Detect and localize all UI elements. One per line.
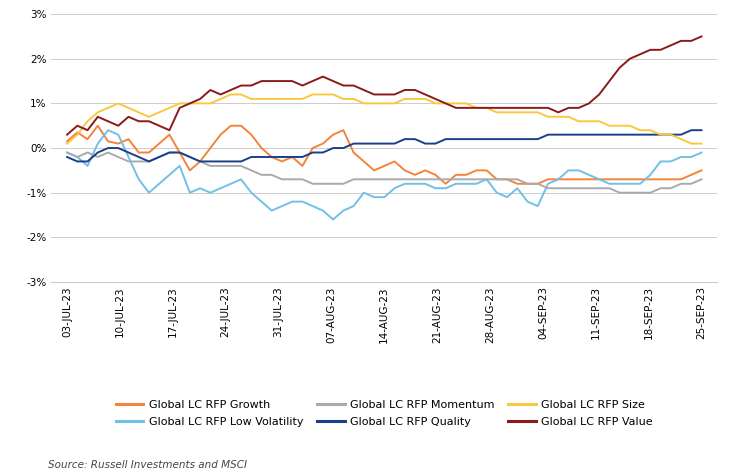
Legend: Global LC RFP Growth, Global LC RFP Low Volatility, Global LC RFP Momentum, Glob: Global LC RFP Growth, Global LC RFP Low … — [116, 400, 653, 427]
Text: Source: Russell Investments and MSCI: Source: Russell Investments and MSCI — [48, 460, 247, 470]
